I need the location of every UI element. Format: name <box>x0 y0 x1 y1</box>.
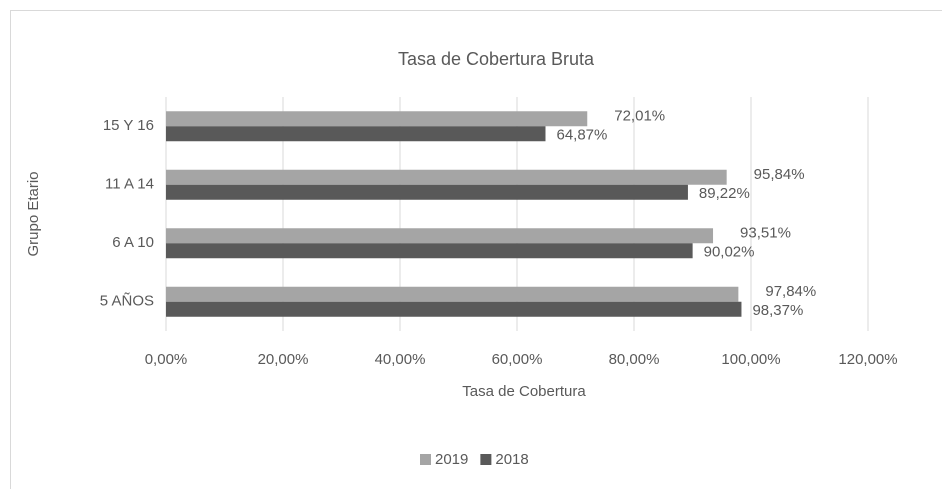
x-tick-label: 100,00% <box>721 351 780 368</box>
legend-label: 2019 <box>435 451 468 468</box>
bar <box>166 301 742 317</box>
legend-swatch <box>480 454 492 465</box>
chart-title: Tasa de Cobertura Bruta <box>398 49 595 69</box>
bar <box>166 111 588 127</box>
legend-label: 2018 <box>495 451 528 468</box>
bar <box>166 243 693 259</box>
y-tick-label: 5 AÑOS <box>100 293 154 310</box>
y-tick-label: 6 A 10 <box>112 234 154 251</box>
bar <box>166 286 739 302</box>
data-label: 89,22% <box>699 185 750 202</box>
bar <box>166 126 546 142</box>
y-tick-label: 15 Y 16 <box>103 117 154 134</box>
y-axis-title: Grupo Etario <box>25 171 42 256</box>
data-label: 72,01% <box>614 108 665 125</box>
x-tick-label: 120,00% <box>838 351 897 368</box>
bar <box>166 169 727 185</box>
data-label: 97,84% <box>765 283 816 300</box>
x-tick-label: 80,00% <box>609 351 660 368</box>
legend-swatch <box>420 454 431 465</box>
x-tick-label: 60,00% <box>492 351 543 368</box>
data-label: 64,87% <box>556 127 607 144</box>
data-label: 93,51% <box>740 225 791 242</box>
x-tick-label: 40,00% <box>375 351 426 368</box>
x-tick-label: 20,00% <box>258 351 309 368</box>
y-tick-label: 11 A 14 <box>105 176 154 193</box>
data-label: 95,84% <box>754 166 805 183</box>
x-tick-label: 0,00% <box>145 351 188 368</box>
x-axis-title: Tasa de Cobertura <box>462 383 586 400</box>
bar <box>166 228 714 244</box>
bar <box>166 184 688 200</box>
data-label: 98,37% <box>752 302 803 319</box>
data-label: 90,02% <box>704 244 755 261</box>
